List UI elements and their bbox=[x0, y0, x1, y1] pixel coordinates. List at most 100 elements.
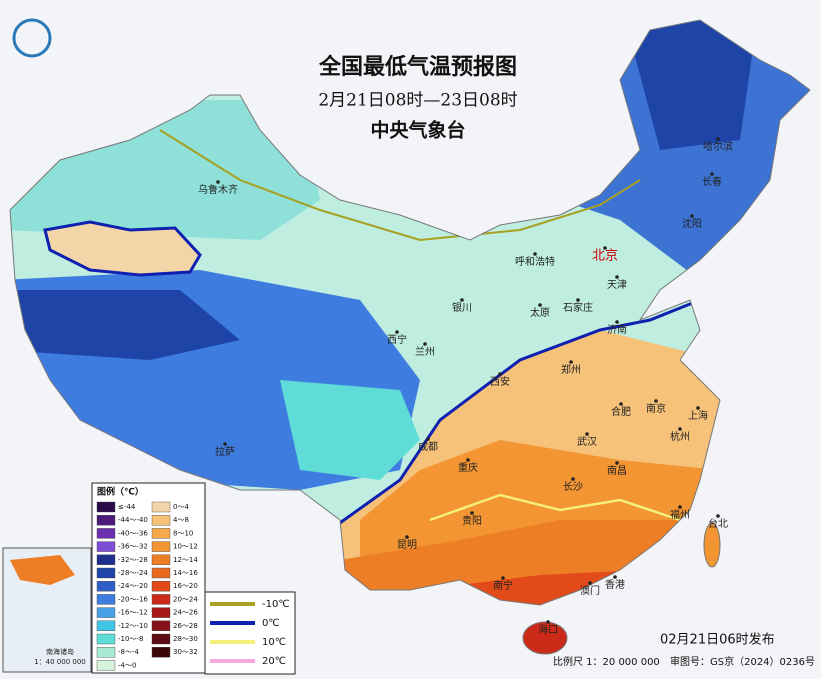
legend-label: 8～10 bbox=[173, 529, 193, 537]
legend-label: ≤-44 bbox=[118, 503, 136, 511]
city-dot bbox=[615, 320, 619, 324]
legend-label: 4～8 bbox=[173, 516, 189, 524]
legend-swatch bbox=[151, 528, 171, 539]
city-dot bbox=[501, 576, 505, 580]
city-dot bbox=[585, 432, 589, 436]
legend-line-label: 0℃ bbox=[262, 618, 280, 629]
legend-swatch bbox=[96, 567, 116, 579]
city-label: 台北 bbox=[708, 517, 728, 530]
issuer: 中央气象台 bbox=[370, 119, 465, 142]
city-dot bbox=[613, 575, 617, 579]
city-label: 银川 bbox=[452, 301, 472, 314]
legend-swatch bbox=[151, 501, 171, 513]
city-dot bbox=[460, 298, 464, 302]
city-label: 福州 bbox=[670, 508, 690, 521]
city-label: 海口 bbox=[538, 623, 558, 636]
legend-swatch bbox=[96, 501, 116, 513]
legend-label: -8～-4 bbox=[118, 648, 140, 656]
legend-swatch bbox=[96, 594, 116, 605]
city-dot bbox=[615, 461, 619, 465]
city-dot bbox=[716, 137, 720, 141]
city-dot bbox=[498, 372, 502, 376]
subtitle: 2月21日08时—23日08时 bbox=[318, 91, 517, 111]
legend-label: 28～30 bbox=[173, 635, 198, 643]
city-dot bbox=[710, 172, 714, 176]
legend-label: -12～-10 bbox=[118, 622, 148, 630]
legend-label: 10～12 bbox=[173, 543, 198, 551]
city-dot bbox=[466, 458, 470, 462]
city-label: 兰州 bbox=[415, 345, 435, 358]
legend-label: -36～-32 bbox=[118, 543, 148, 551]
city-dot bbox=[216, 180, 220, 184]
title: 全国最低气温预报图 bbox=[318, 54, 517, 80]
inset-title: 南海诸岛 bbox=[46, 647, 74, 656]
legend-swatch bbox=[96, 515, 116, 526]
city-label: 南昌 bbox=[607, 464, 627, 477]
city-dot bbox=[223, 442, 227, 446]
city-label: 哈尔滨 bbox=[703, 140, 733, 153]
city-label: 昆明 bbox=[397, 539, 417, 551]
legend-label: -16～-12 bbox=[118, 609, 148, 617]
city-label: 北京 bbox=[592, 249, 618, 264]
city-dot bbox=[546, 620, 550, 624]
legend-swatch bbox=[96, 660, 116, 671]
legend-swatch bbox=[96, 620, 116, 631]
city-dot bbox=[405, 535, 409, 539]
legend-label: -4～0 bbox=[118, 661, 136, 669]
city-label: 长春 bbox=[702, 176, 722, 188]
city-dot bbox=[470, 511, 474, 515]
city-label: 太原 bbox=[530, 306, 550, 319]
hainan bbox=[522, 621, 568, 655]
city-dot bbox=[533, 252, 537, 256]
legend-swatch bbox=[96, 647, 116, 658]
legend-swatch bbox=[96, 581, 116, 592]
city-label: 天津 bbox=[607, 279, 627, 291]
city-dot bbox=[603, 246, 607, 250]
legend-swatch bbox=[151, 554, 171, 565]
city-label: 南京 bbox=[646, 402, 666, 415]
city-dot bbox=[576, 298, 580, 302]
city-dot bbox=[426, 437, 430, 441]
city-dot bbox=[678, 505, 682, 509]
city-dot bbox=[588, 581, 592, 585]
city-label: 贵阳 bbox=[462, 514, 482, 527]
inset-map: 南海诸岛 1：40 000 000 bbox=[2, 547, 92, 673]
city-label: 澳门 bbox=[580, 584, 600, 597]
city-label: 乌鲁木齐 bbox=[198, 183, 238, 196]
legend-line-label: 10℃ bbox=[262, 637, 286, 648]
legend-label: 12～14 bbox=[173, 556, 198, 564]
legend-label: -40～-36 bbox=[118, 529, 148, 537]
legend-label: 14～16 bbox=[173, 569, 198, 577]
city-label: 石家庄 bbox=[563, 301, 593, 314]
taiwan bbox=[703, 522, 721, 568]
city-dot bbox=[619, 402, 623, 406]
legend-swatch bbox=[151, 581, 171, 592]
legend-swatch bbox=[96, 607, 116, 618]
city-label: 合肥 bbox=[611, 405, 631, 418]
legend-label: -28～-24 bbox=[118, 569, 148, 577]
legend-label: -10～-8 bbox=[118, 635, 143, 643]
legend-label: -24～-20 bbox=[118, 582, 148, 590]
city-dot bbox=[690, 214, 694, 218]
legend-swatch bbox=[151, 620, 171, 631]
city-label: 郑州 bbox=[561, 363, 581, 376]
city-label: 上海 bbox=[688, 409, 708, 422]
legend-swatch bbox=[96, 528, 116, 539]
city-label: 南宁 bbox=[493, 579, 513, 592]
city-label: 成都 bbox=[418, 441, 438, 453]
city-label: 武汉 bbox=[577, 435, 597, 448]
city-dot bbox=[696, 406, 700, 410]
legend-label: -32～-28 bbox=[118, 556, 148, 564]
legend-label: 24～26 bbox=[173, 609, 198, 617]
city-dot bbox=[678, 427, 682, 431]
inset-scale: 1：40 000 000 bbox=[34, 658, 86, 666]
city-dot bbox=[615, 275, 619, 279]
city-label: 沈阳 bbox=[682, 217, 702, 230]
city-dot bbox=[571, 477, 575, 481]
legend-label: 0～4 bbox=[173, 503, 189, 511]
legend-swatch bbox=[151, 633, 171, 645]
legend-swatch bbox=[151, 594, 171, 605]
legend-label: -20～-16 bbox=[118, 595, 148, 603]
